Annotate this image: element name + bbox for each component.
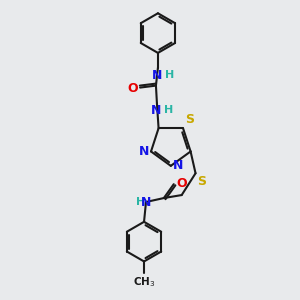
Text: O: O	[128, 82, 138, 95]
Text: S: S	[185, 113, 194, 126]
Text: N: N	[141, 196, 151, 208]
Text: S: S	[197, 175, 206, 188]
Text: N: N	[139, 145, 149, 158]
Text: O: O	[177, 177, 187, 190]
Text: H: H	[136, 197, 145, 207]
Text: N: N	[151, 104, 161, 117]
Text: N: N	[152, 69, 162, 82]
Text: CH$_3$: CH$_3$	[133, 275, 155, 289]
Text: H: H	[165, 70, 174, 80]
Text: H: H	[164, 105, 173, 116]
Text: N: N	[173, 159, 183, 172]
